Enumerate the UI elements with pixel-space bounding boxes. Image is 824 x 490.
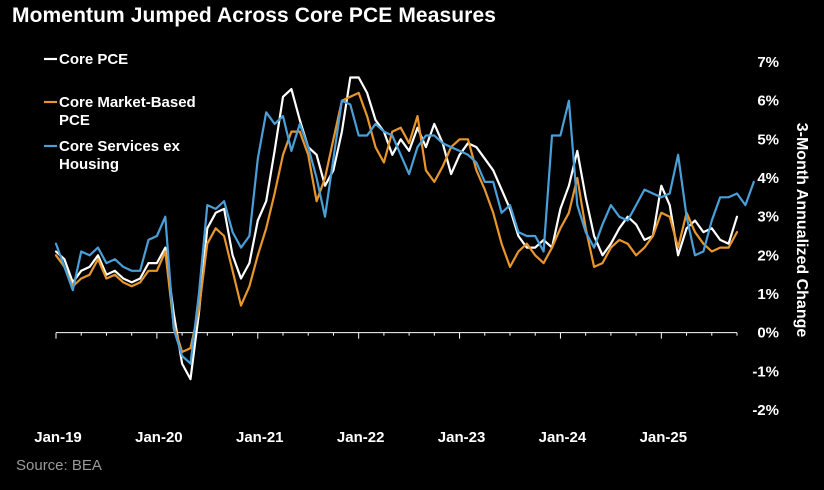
source-note: Source: BEA [16, 457, 102, 474]
y-axis: 7% 6% 5% 4% 3% 2% 1% 0% -1% -2% [752, 54, 779, 419]
y-axis-title: 3-Month Annualized Change [793, 123, 810, 338]
y-tick-label: 1% [757, 286, 779, 303]
y-tick-label: 7% [757, 54, 779, 71]
y-tick-label: 6% [757, 93, 779, 110]
y-tick-label: 0% [757, 325, 779, 342]
x-tick-label: Jan-23 [438, 429, 486, 446]
legend-label: Core Market-Based PCE [59, 94, 196, 129]
series-layer [54, 76, 755, 381]
legend: Core PCE Core Market-Based PCE Core Service… [44, 51, 196, 173]
chart-title: Momentum Jumped Across Core PCE Measures [12, 4, 497, 27]
y-tick-label: -1% [752, 363, 779, 380]
y-tick-label: 2% [757, 247, 779, 264]
y-tick-label: 4% [757, 170, 779, 187]
x-tick-label: Jan-20 [135, 429, 183, 446]
x-tick-label: Jan-21 [236, 429, 284, 446]
legend-label: Core PCE [59, 51, 128, 68]
series-line-core-pce [54, 76, 739, 381]
legend-label: Core Services ex Housing [59, 138, 181, 173]
axis-layer: Jan-19 Jan-20 Jan-21 Jan-22 Jan-23 Jan-24 Jan-… [34, 54, 779, 446]
x-tick-label: Jan-22 [337, 429, 385, 446]
x-tick-label: Jan-25 [640, 429, 688, 446]
x-axis: Jan-19 Jan-20 Jan-21 Jan-22 Jan-23 Jan-24 Jan-… [34, 332, 738, 446]
y-tick-label: 3% [757, 209, 779, 226]
series-line-core-services-ex-housing [54, 99, 755, 365]
x-tick-label: Jan-19 [34, 429, 82, 446]
y-tick-label: -2% [752, 402, 779, 419]
y-tick-label: 5% [757, 131, 779, 148]
series-line-core-market-based-pce [54, 91, 739, 354]
x-tick-label: Jan-24 [539, 429, 587, 446]
